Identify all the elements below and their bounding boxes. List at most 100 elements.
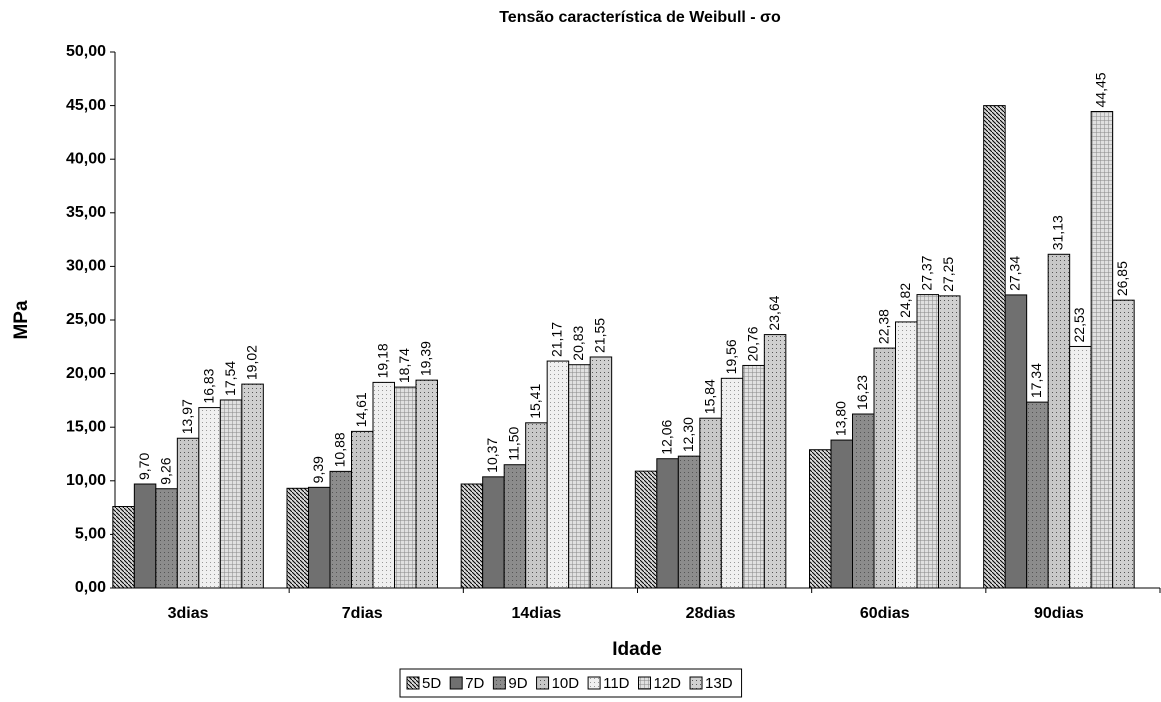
legend-label: 9D: [508, 675, 527, 692]
data-label: 9,70: [136, 453, 152, 480]
data-label: 17,54: [222, 361, 238, 396]
data-label: 16,83: [200, 368, 216, 403]
bar: [155, 488, 178, 589]
legend-swatch: [536, 676, 550, 690]
legend-label: 10D: [552, 675, 580, 692]
data-label: 12,06: [658, 419, 674, 454]
bar: [677, 455, 701, 589]
bar: [938, 295, 961, 589]
data-label: 21,17: [549, 322, 565, 357]
bar: [460, 483, 484, 589]
legend-label: 7D: [465, 675, 484, 692]
data-label: 26,85: [1114, 261, 1130, 296]
legend-swatch: [638, 676, 651, 690]
data-label: 13,97: [179, 399, 195, 434]
legend-swatch: [587, 676, 601, 690]
bar: [895, 321, 918, 589]
x-tick-label: 7dias: [342, 605, 383, 622]
bar: [983, 105, 1006, 589]
data-label: 16,23: [854, 375, 870, 410]
bar: [1112, 299, 1135, 589]
y-tick-label: 5,00: [75, 526, 106, 543]
data-label: 20,76: [744, 326, 760, 361]
data-label: 17,34: [1028, 363, 1044, 398]
y-tick-label: 40,00: [66, 150, 106, 167]
legend-label: 11D: [603, 675, 630, 692]
bar: [546, 360, 570, 589]
x-tick-label: 3dias: [168, 605, 209, 622]
data-label: 27,25: [940, 257, 956, 292]
data-label: 24,82: [897, 283, 913, 318]
y-tick-label: 50,00: [66, 43, 106, 60]
data-label: 19,39: [417, 341, 433, 376]
data-label: 15,41: [527, 384, 543, 419]
legend-label: 12D: [654, 675, 682, 692]
x-tick-label: 14dias: [512, 605, 562, 622]
data-label: 27,34: [1007, 256, 1023, 291]
bar: [1004, 294, 1028, 589]
chart-title: Tensão característica de Weibull - σo: [499, 9, 781, 26]
bar: [1069, 345, 1092, 589]
bar: [873, 347, 896, 589]
data-label: 18,74: [396, 348, 412, 383]
bar: [525, 422, 548, 589]
bar: [830, 439, 853, 589]
data-label: 44,45: [1093, 72, 1109, 107]
bar: [415, 379, 438, 589]
y-tick-label: 0,00: [75, 579, 106, 596]
legend-swatch: [449, 676, 463, 690]
legend-label: 5D: [422, 675, 441, 692]
bar: [329, 470, 352, 589]
bar: [1090, 110, 1114, 589]
y-tick-label: 10,00: [66, 472, 106, 489]
data-label: 11,50: [506, 427, 522, 461]
data-label: 23,64: [766, 295, 782, 330]
data-label: 19,18: [374, 343, 390, 378]
bar: [372, 381, 395, 589]
bar: [1047, 253, 1071, 589]
y-tick-label: 20,00: [66, 365, 106, 382]
data-label: 27,37: [918, 255, 934, 290]
x-tick-label: 60dias: [860, 605, 910, 622]
data-label: 21,55: [592, 318, 608, 353]
bar: [394, 386, 417, 589]
data-label: 13,80: [832, 401, 848, 436]
bar: [763, 334, 787, 589]
x-tick-label: 28dias: [686, 605, 736, 622]
legend: 5D 7D 9D 10D 11D 12D 13D: [399, 668, 743, 698]
bar: [286, 487, 309, 589]
data-label: 10,37: [484, 438, 500, 473]
y-tick-label: 25,00: [66, 311, 106, 328]
legend-swatch: [492, 676, 506, 690]
bar: [133, 483, 157, 589]
bar: [568, 364, 591, 589]
bar: [482, 476, 505, 589]
bar: [656, 458, 679, 589]
data-label: 10,88: [331, 432, 347, 467]
legend-box: [399, 668, 743, 698]
y-axis-label: MPa: [11, 300, 32, 340]
legend-swatch: [689, 676, 703, 690]
x-tick-label: 90dias: [1034, 605, 1084, 622]
data-label: 9,39: [310, 456, 326, 483]
bar: [852, 413, 875, 589]
bar: [742, 364, 765, 589]
bar: [503, 464, 527, 589]
data-label: 31,13: [1050, 215, 1066, 250]
y-tick-label: 45,00: [66, 97, 106, 114]
data-label: 9,26: [157, 457, 173, 484]
data-label: 19,56: [723, 339, 739, 374]
data-label: 19,02: [243, 345, 259, 380]
legend-label: 13D: [705, 675, 733, 692]
data-label: 15,84: [701, 379, 717, 414]
bar: [720, 377, 744, 589]
bar: [241, 383, 264, 589]
data-label: 12,30: [680, 417, 696, 452]
legend-swatch: [406, 676, 420, 690]
y-tick-label: 35,00: [66, 204, 106, 221]
data-label: 22,38: [875, 309, 891, 344]
bar: [308, 486, 331, 589]
bar: [916, 294, 939, 589]
bar: [809, 449, 832, 589]
